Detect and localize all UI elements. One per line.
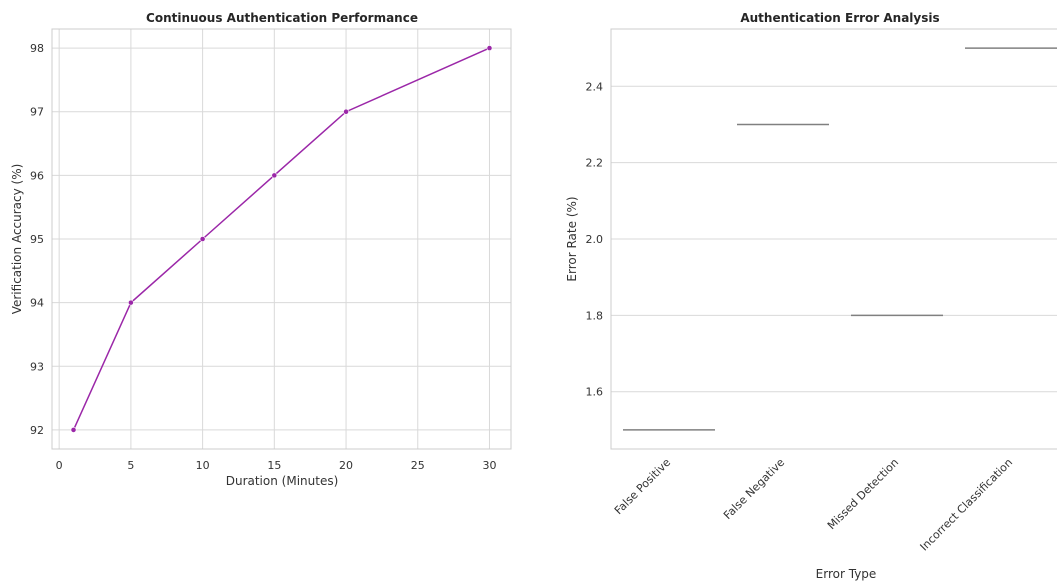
right-y-tick-label: 1.8 — [586, 309, 604, 322]
right-x-axis-label: Error Type — [816, 567, 877, 581]
right-gridlines — [611, 85, 1057, 393]
left-x-tick-label: 30 — [482, 459, 496, 472]
right-y-tick-label: 2.2 — [586, 157, 604, 170]
right-chart-title: Authentication Error Analysis — [740, 11, 939, 25]
right-y-ticks: 1.6 1.8 2.0 2.2 2.4 — [586, 80, 604, 398]
accuracy-point — [271, 172, 278, 179]
left-x-ticks: 0 5 10 15 20 25 30 — [56, 459, 497, 472]
left-y-tick-label: 92 — [30, 424, 44, 437]
accuracy-point — [343, 108, 349, 115]
left-series-line — [70, 45, 493, 433]
right-x-tick-label: False Negative — [721, 456, 787, 522]
right-y-tick-label: 2.0 — [586, 233, 604, 246]
accuracy-point — [127, 299, 134, 306]
left-y-tick-label: 95 — [30, 233, 44, 246]
left-chart-title: Continuous Authentication Performance — [146, 11, 418, 25]
right-x-ticks: False Positive False Negative Missed Detec… — [612, 456, 1015, 554]
left-x-tick-label: 15 — [267, 459, 281, 472]
left-x-tick-label: 10 — [196, 459, 210, 472]
left-chart: Continuous Authentication Performance 92… — [10, 11, 512, 488]
left-x-tick-label: 25 — [411, 459, 425, 472]
left-y-ticks: 92 93 94 95 96 97 98 — [30, 42, 44, 437]
left-y-tick-label: 98 — [30, 42, 44, 55]
accuracy-line — [72, 47, 490, 431]
left-x-axis-label: Duration (Minutes) — [226, 474, 339, 488]
right-plot-frame — [610, 28, 1057, 450]
accuracy-point — [486, 45, 493, 51]
left-y-tick-label: 97 — [30, 106, 44, 119]
accuracy-point — [70, 427, 77, 433]
left-plot-frame — [51, 28, 512, 450]
left-x-tick-label: 20 — [339, 459, 353, 472]
right-x-tick-label: Missed Detection — [825, 456, 901, 532]
left-y-axis-label: Verification Accuracy (%) — [10, 164, 24, 315]
left-gridlines — [52, 29, 511, 449]
left-x-tick-label: 5 — [127, 459, 134, 472]
right-y-axis-label: Error Rate (%) — [565, 196, 579, 281]
right-y-tick-label: 2.4 — [586, 80, 604, 93]
left-y-tick-label: 93 — [30, 360, 44, 373]
right-series-boxes — [623, 47, 1057, 431]
right-chart: Authentication Error Analysis 1.6 1.8 2.0 2… — [565, 11, 1057, 581]
left-y-tick-label: 96 — [30, 169, 44, 182]
right-y-tick-label: 1.6 — [586, 386, 604, 399]
left-x-tick-label: 0 — [56, 459, 63, 472]
left-y-tick-label: 94 — [30, 297, 44, 310]
accuracy-point — [199, 236, 206, 242]
right-x-tick-label: False Positive — [612, 456, 673, 517]
right-x-tick-label: Incorrect Classification — [918, 456, 1016, 554]
